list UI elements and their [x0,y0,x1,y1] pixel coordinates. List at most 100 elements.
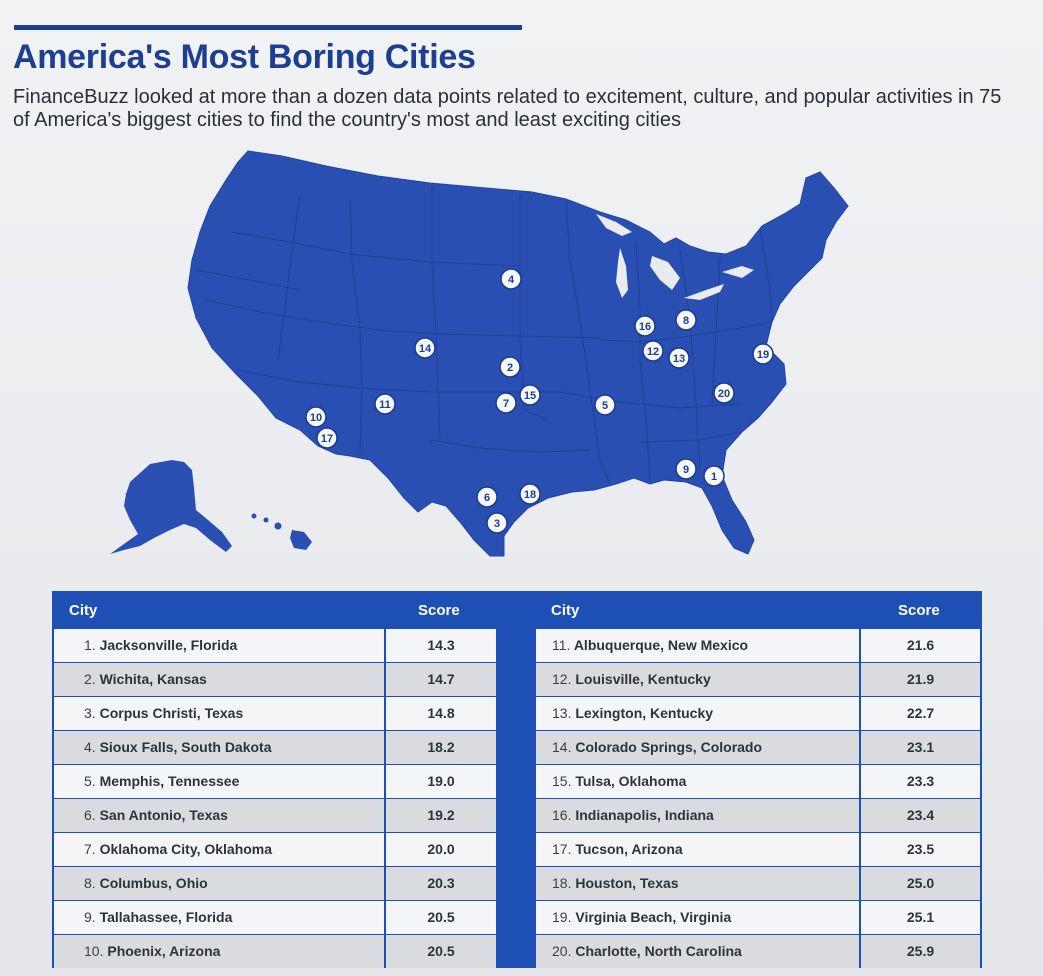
city-name: Jacksonville, Florida [99,637,238,653]
rank-number: 18. [552,875,572,891]
map-marker: 12 [642,340,664,362]
rank-number: 12. [552,671,572,687]
score-cell: 21.9 [861,663,980,696]
score-cell: 20.0 [386,833,496,866]
map-marker: 2 [499,356,521,378]
svg-text:15: 15 [524,390,536,402]
map-marker: 20 [713,382,735,404]
table-row: 19. Virginia Beach, Virginia 25.1 [536,901,980,935]
rank-number: 3. [84,705,96,721]
rank-number: 15. [552,773,572,789]
rank-number: 17. [552,841,572,857]
svg-text:7: 7 [503,398,509,410]
svg-text:8: 8 [683,315,689,327]
map-marker: 6 [476,486,498,508]
svg-text:13: 13 [673,353,685,365]
rank-number: 4. [84,739,96,755]
map-marker: 8 [675,309,697,331]
svg-text:12: 12 [647,346,659,358]
svg-text:10: 10 [310,412,322,424]
table-row: 20. Charlotte, North Carolina 25.9 [536,935,980,969]
city-cell: 2. Wichita, Kansas [54,663,386,696]
svg-text:9: 9 [683,464,689,476]
map-marker: 10 [305,406,327,428]
rank-number: 7. [84,841,96,857]
svg-text:14: 14 [419,343,432,355]
rank-number: 16. [552,807,572,823]
table-row: 15. Tulsa, Oklahoma 23.3 [536,765,980,799]
table-left-column: 1. Jacksonville, Florida 14.3 2. Wichita, … [54,629,496,969]
table-row: 11. Albuquerque, New Mexico 21.6 [536,629,980,663]
score-cell: 23.3 [861,765,980,798]
city-name: Colorado Springs, Colorado [575,739,763,755]
table-row: 10. Phoenix, Arizona 20.5 [54,935,496,969]
svg-text:20: 20 [718,388,730,400]
city-cell: 8. Columbus, Ohio [54,867,386,900]
map-marker: 4 [500,268,522,290]
hawaii-shape [251,513,312,550]
score-cell: 19.0 [386,765,496,798]
map-marker: 18 [519,483,541,505]
svg-text:19: 19 [757,349,769,361]
score-cell: 20.5 [386,901,496,934]
map-marker: 14 [414,337,436,359]
svg-text:6: 6 [484,492,490,504]
city-name: Tulsa, Oklahoma [575,773,687,789]
rank-number: 1. [84,637,96,653]
table-row: 17. Tucson, Arizona 23.5 [536,833,980,867]
city-name: Houston, Texas [575,875,679,891]
city-cell: 9. Tallahassee, Florida [54,901,386,934]
table-row: 9. Tallahassee, Florida 20.5 [54,901,496,935]
svg-text:2: 2 [507,362,513,374]
city-cell: 14. Colorado Springs, Colorado [536,731,861,764]
city-cell: 7. Oklahoma City, Oklahoma [54,833,386,866]
svg-text:17: 17 [321,433,333,445]
table-row: 6. San Antonio, Texas 19.2 [54,799,496,833]
header-score-right: Score [898,602,940,619]
score-cell: 14.7 [386,663,496,696]
map-marker: 7 [495,392,517,414]
svg-text:11: 11 [379,399,391,411]
map-marker: 19 [752,343,774,365]
city-name: Tallahassee, Florida [99,909,233,925]
city-cell: 3. Corpus Christi, Texas [54,697,386,730]
alaska-shape [110,460,232,554]
header-city-left: City [69,602,98,619]
svg-text:3: 3 [494,518,500,530]
map-marker: 11 [374,393,396,415]
table-row: 12. Louisville, Kentucky 21.9 [536,663,980,697]
city-cell: 5. Memphis, Tennessee [54,765,386,798]
score-cell: 23.1 [861,731,980,764]
score-cell: 22.7 [861,697,980,730]
score-cell: 21.6 [861,629,980,662]
score-cell: 25.0 [861,867,980,900]
city-name: Albuquerque, New Mexico [573,637,749,653]
city-name: Corpus Christi, Texas [99,705,244,721]
map-marker: 5 [594,394,616,416]
rank-number: 14. [552,739,572,755]
city-name: Louisville, Kentucky [575,671,711,687]
rank-number: 6. [84,807,96,823]
rank-number: 13. [552,705,572,721]
city-name: Charlotte, North Carolina [575,943,742,959]
rank-number: 8. [84,875,96,891]
city-name: San Antonio, Texas [99,807,228,823]
table-row: 13. Lexington, Kentucky 22.7 [536,697,980,731]
state-borders [195,186,773,485]
table-row: 14. Colorado Springs, Colorado 23.1 [536,731,980,765]
city-cell: 12. Louisville, Kentucky [536,663,861,696]
rank-number: 19. [552,909,572,925]
rank-number: 10. [84,943,104,959]
map-marker: 15 [519,384,541,406]
table-row: 2. Wichita, Kansas 14.7 [54,663,496,697]
header-city-right: City [551,602,580,619]
city-name: Memphis, Tennessee [99,773,240,789]
city-cell: 15. Tulsa, Oklahoma [536,765,861,798]
score-cell: 20.3 [386,867,496,900]
city-cell: 4. Sioux Falls, South Dakota [54,731,386,764]
table-row: 4. Sioux Falls, South Dakota 18.2 [54,731,496,765]
city-name: Wichita, Kansas [99,671,207,687]
city-cell: 10. Phoenix, Arizona [54,935,386,968]
city-name: Virginia Beach, Virginia [575,909,732,925]
